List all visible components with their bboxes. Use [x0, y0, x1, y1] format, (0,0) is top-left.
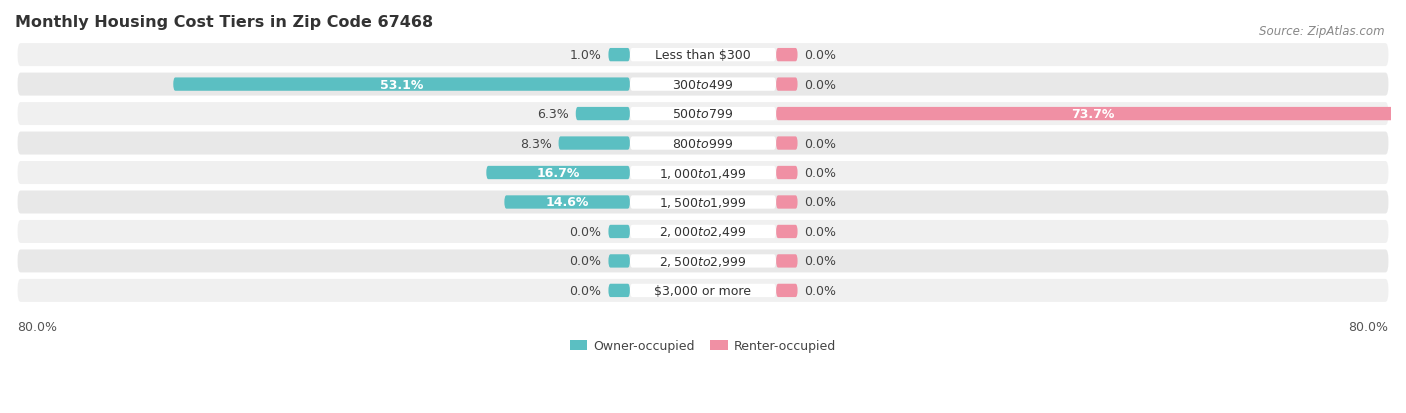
FancyBboxPatch shape — [18, 132, 1388, 155]
Text: 8.3%: 8.3% — [520, 137, 551, 150]
FancyBboxPatch shape — [776, 108, 1406, 121]
FancyBboxPatch shape — [173, 78, 630, 92]
Text: $3,000 or more: $3,000 or more — [655, 284, 751, 297]
Text: Monthly Housing Cost Tiers in Zip Code 67468: Monthly Housing Cost Tiers in Zip Code 6… — [15, 15, 433, 30]
FancyBboxPatch shape — [575, 108, 630, 121]
Text: $2,000 to $2,499: $2,000 to $2,499 — [659, 225, 747, 239]
Legend: Owner-occupied, Renter-occupied: Owner-occupied, Renter-occupied — [565, 335, 841, 357]
FancyBboxPatch shape — [18, 191, 1388, 214]
FancyBboxPatch shape — [18, 161, 1388, 185]
FancyBboxPatch shape — [18, 74, 1388, 96]
FancyBboxPatch shape — [630, 78, 776, 92]
FancyBboxPatch shape — [630, 284, 776, 297]
Text: 80.0%: 80.0% — [1348, 320, 1388, 334]
FancyBboxPatch shape — [776, 225, 797, 239]
Text: 0.0%: 0.0% — [804, 284, 837, 297]
Text: 0.0%: 0.0% — [569, 284, 602, 297]
FancyBboxPatch shape — [776, 49, 797, 62]
FancyBboxPatch shape — [18, 279, 1388, 302]
FancyBboxPatch shape — [776, 166, 797, 180]
Text: $800 to $999: $800 to $999 — [672, 137, 734, 150]
FancyBboxPatch shape — [630, 225, 776, 239]
Text: 0.0%: 0.0% — [804, 137, 837, 150]
Text: 6.3%: 6.3% — [537, 108, 569, 121]
Text: Less than $300: Less than $300 — [655, 49, 751, 62]
FancyBboxPatch shape — [18, 44, 1388, 67]
FancyBboxPatch shape — [776, 78, 797, 92]
FancyBboxPatch shape — [609, 49, 630, 62]
FancyBboxPatch shape — [776, 284, 797, 297]
Text: 0.0%: 0.0% — [804, 49, 837, 62]
FancyBboxPatch shape — [609, 284, 630, 297]
Text: 0.0%: 0.0% — [804, 255, 837, 268]
Text: 0.0%: 0.0% — [804, 166, 837, 180]
Text: $2,500 to $2,999: $2,500 to $2,999 — [659, 254, 747, 268]
FancyBboxPatch shape — [505, 196, 630, 209]
Text: 80.0%: 80.0% — [18, 320, 58, 334]
FancyBboxPatch shape — [630, 49, 776, 62]
Text: $1,500 to $1,999: $1,500 to $1,999 — [659, 195, 747, 209]
FancyBboxPatch shape — [630, 166, 776, 180]
Text: 16.7%: 16.7% — [537, 166, 579, 180]
Text: $500 to $799: $500 to $799 — [672, 108, 734, 121]
FancyBboxPatch shape — [630, 255, 776, 268]
Text: 53.1%: 53.1% — [380, 78, 423, 91]
Text: 0.0%: 0.0% — [569, 225, 602, 238]
Text: 14.6%: 14.6% — [546, 196, 589, 209]
Text: $1,000 to $1,499: $1,000 to $1,499 — [659, 166, 747, 180]
FancyBboxPatch shape — [776, 137, 797, 150]
FancyBboxPatch shape — [558, 137, 630, 150]
Text: 73.7%: 73.7% — [1071, 108, 1115, 121]
Text: $300 to $499: $300 to $499 — [672, 78, 734, 91]
FancyBboxPatch shape — [630, 137, 776, 150]
FancyBboxPatch shape — [609, 225, 630, 239]
Text: 0.0%: 0.0% — [804, 78, 837, 91]
Text: 0.0%: 0.0% — [804, 225, 837, 238]
FancyBboxPatch shape — [18, 103, 1388, 126]
FancyBboxPatch shape — [486, 166, 630, 180]
FancyBboxPatch shape — [776, 255, 797, 268]
FancyBboxPatch shape — [18, 250, 1388, 273]
Text: Source: ZipAtlas.com: Source: ZipAtlas.com — [1260, 25, 1385, 38]
Text: 0.0%: 0.0% — [804, 196, 837, 209]
FancyBboxPatch shape — [776, 196, 797, 209]
FancyBboxPatch shape — [630, 108, 776, 121]
Text: 0.0%: 0.0% — [569, 255, 602, 268]
FancyBboxPatch shape — [630, 196, 776, 209]
FancyBboxPatch shape — [18, 221, 1388, 243]
Text: 1.0%: 1.0% — [569, 49, 602, 62]
FancyBboxPatch shape — [609, 255, 630, 268]
